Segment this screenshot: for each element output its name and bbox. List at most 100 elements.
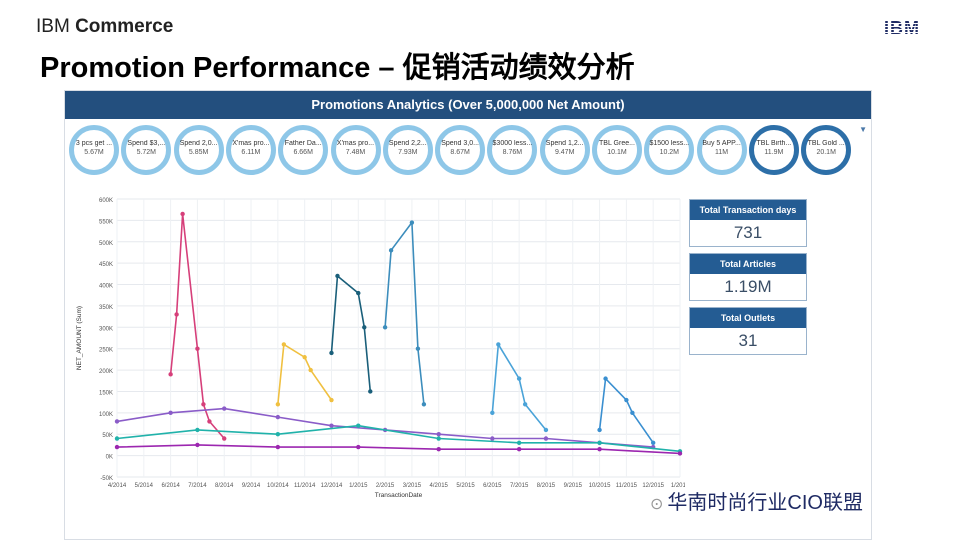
- promotion-dial[interactable]: Spend $3,... 5.72M: [121, 125, 172, 175]
- promotion-dial[interactable]: TBL Birth... 11.9M: [748, 125, 799, 175]
- data-point: [195, 346, 200, 351]
- x-tick-label: 11/2015: [616, 483, 638, 489]
- data-point: [409, 220, 415, 225]
- data-point: [597, 440, 602, 445]
- series-line: [330, 275, 372, 392]
- data-point: [308, 367, 313, 373]
- promotion-dial-label: X'mas pro...: [232, 140, 270, 147]
- data-point: [302, 355, 307, 360]
- dashboard-panel: Promotions Analytics (Over 5,000,000 Net…: [64, 90, 872, 540]
- y-tick-label: 550K: [99, 219, 113, 225]
- x-tick-label: 1/2015: [349, 483, 368, 489]
- promotion-dial-value: 20.1M: [816, 149, 836, 156]
- data-point: [436, 447, 441, 452]
- promotion-dial-label: Spend $3,...: [127, 140, 166, 147]
- data-point: [180, 211, 185, 217]
- data-point: [650, 440, 656, 445]
- x-tick-label: 6/2014: [161, 483, 180, 489]
- promotion-dial[interactable]: $1500 less... 10.2M: [644, 125, 695, 175]
- data-point: [168, 410, 173, 416]
- data-point: [275, 432, 281, 437]
- promotion-dial[interactable]: Buy 5 APP... 11M: [696, 125, 747, 175]
- promotion-dial-value: 6.66M: [293, 149, 313, 156]
- watermark-text: 华南时尚行业CIO联盟: [667, 492, 863, 514]
- promotion-dial-label: Spend 1,2...: [545, 140, 584, 147]
- y-tick-label: 100K: [99, 412, 113, 418]
- promotion-dial[interactable]: Father Da... 6.66M: [278, 125, 329, 175]
- promotion-dial-label: TBL Gold ...: [807, 140, 845, 147]
- promotion-dial-value: 5.72M: [136, 149, 157, 156]
- data-point: [436, 436, 441, 441]
- x-tick-label: 10/2014: [267, 483, 289, 489]
- promotion-dial[interactable]: Spend 2,2... 7.93M: [382, 125, 433, 175]
- data-point: [356, 444, 361, 450]
- promotion-dial-value: 5.85M: [188, 149, 209, 156]
- promotion-dial-label: $3000 less...: [492, 140, 533, 147]
- data-point: [356, 423, 361, 428]
- data-point: [624, 397, 629, 403]
- data-point: [222, 406, 227, 411]
- data-point: [329, 350, 334, 356]
- data-point: [490, 410, 495, 416]
- promotion-dial-label: TBL Birth...: [756, 140, 792, 147]
- promotion-dial[interactable]: 3 pcs get ... 5.67M: [69, 125, 119, 175]
- series-line: [116, 424, 681, 453]
- data-point: [174, 312, 179, 317]
- x-tick-label: 10/2015: [589, 483, 611, 489]
- data-point: [195, 427, 200, 433]
- kpi-value: 731: [733, 223, 763, 242]
- watermark: ⊙ 华南时尚行业CIO联盟: [650, 486, 863, 515]
- data-point: [329, 423, 334, 428]
- y-axis-label: NET_AMOUNT (Sum): [76, 306, 83, 370]
- kpi-value: 1.19M: [724, 277, 772, 296]
- data-point: [677, 451, 683, 456]
- y-tick-label: 350K: [99, 305, 113, 311]
- y-tick-label: 600K: [99, 198, 113, 204]
- promotion-dial[interactable]: TBL Gold ... 20.1M: [801, 125, 852, 175]
- data-point: [362, 325, 367, 330]
- promotion-dial[interactable]: X'mas pro... 7.48M: [330, 125, 381, 175]
- ibm-logo-text: IBM: [884, 18, 920, 38]
- y-tick-label: 0K: [106, 455, 113, 461]
- wechat-icon: ⊙: [650, 496, 664, 513]
- data-point: [522, 402, 528, 407]
- promotion-dial-row: 3 pcs get ... 5.67M Spend $3,... 5.72M Spend…: [69, 125, 869, 185]
- data-point: [114, 444, 120, 450]
- data-point: [421, 402, 427, 407]
- promotion-dial-label: X'mas pro...: [336, 140, 375, 147]
- data-point: [597, 447, 602, 452]
- promotion-dial[interactable]: Spend 1,2... 9.47M: [539, 125, 590, 175]
- promotion-dial-label: Buy 5 APP...: [702, 140, 741, 147]
- promotion-dial[interactable]: TBL Gree... 10.1M: [592, 125, 642, 175]
- brand-wordmark: IBM Commerce: [36, 16, 173, 38]
- data-point: [415, 346, 421, 351]
- x-tick-label: 4/2015: [430, 483, 449, 489]
- x-tick-label: 9/2015: [564, 483, 583, 489]
- data-point: [207, 419, 212, 424]
- promotion-dial-value: 11M: [715, 149, 729, 156]
- net-amount-chart: -50K 0K 50K 100K 150K 200K 250K 300K 350K 400K 450…: [76, 198, 685, 499]
- page-title: Promotion Performance – 促销活动绩效分析: [40, 52, 635, 84]
- filter-icon[interactable]: ▼: [859, 125, 867, 134]
- x-tick-label: 7/2015: [510, 483, 529, 489]
- promotion-dial[interactable]: X'mas pro... 6.11M: [225, 125, 276, 175]
- x-tick-label: 11/2014: [294, 483, 316, 489]
- promotion-dial[interactable]: Spend 3,0... 8.67M: [435, 125, 486, 175]
- promotion-dial-value: 11.9M: [764, 149, 784, 156]
- data-point: [275, 444, 281, 450]
- kpi-transaction-days: Total Transaction days 731: [689, 199, 807, 247]
- data-point: [168, 372, 173, 377]
- x-tick-label: 2/2015: [376, 483, 395, 489]
- x-tick-label: 12/2015: [642, 483, 664, 489]
- y-tick-label: 250K: [99, 348, 113, 354]
- data-point: [543, 427, 549, 433]
- data-point: [543, 436, 549, 441]
- data-point: [275, 414, 281, 420]
- promotion-dial-label: Father Da...: [284, 140, 322, 147]
- promotion-dial[interactable]: $3000 less... 8.76M: [487, 125, 538, 175]
- promotion-dial[interactable]: Spend 2,0... 5.85M: [173, 125, 224, 175]
- x-tick-label: 5/2015: [456, 483, 475, 489]
- promotion-dial-label: $1500 less...: [649, 140, 690, 147]
- promotion-dial-value: 6.11M: [241, 149, 261, 156]
- data-point: [368, 389, 373, 394]
